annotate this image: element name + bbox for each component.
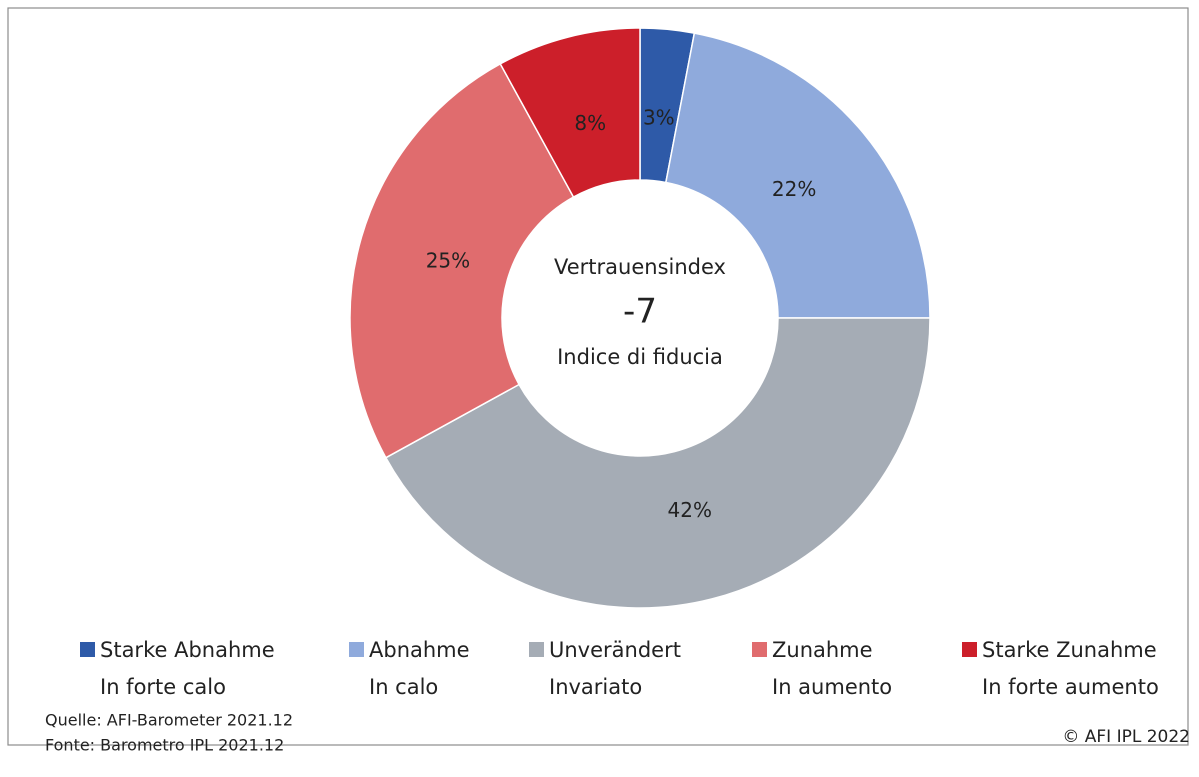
source-line: Quelle: AFI-Barometer 2021.12 bbox=[45, 711, 293, 730]
center-value: -7 bbox=[623, 292, 657, 332]
legend-swatch bbox=[349, 642, 364, 657]
source-line: Fonte: Barometro IPL 2021.12 bbox=[45, 736, 284, 755]
legend-label: In forte calo bbox=[100, 675, 226, 699]
center-title: Vertrauensindex bbox=[554, 255, 726, 279]
legend-label: Unverändert bbox=[549, 638, 681, 662]
donut-slice bbox=[664, 32, 931, 319]
legend-label: In calo bbox=[369, 675, 438, 699]
legend-label: Zunahme bbox=[772, 638, 873, 662]
legend-swatch bbox=[752, 642, 767, 657]
legend-label: Abnahme bbox=[369, 638, 470, 662]
legend-label: Invariato bbox=[549, 675, 642, 699]
legend-label: Starke Abnahme bbox=[100, 638, 275, 662]
center-subtitle: Indice di fiducia bbox=[557, 345, 723, 369]
donut-slice bbox=[384, 317, 931, 609]
legend-label: In forte aumento bbox=[982, 675, 1159, 699]
data-label: 3% bbox=[643, 105, 675, 129]
legend-swatch bbox=[80, 642, 95, 657]
legend-label: In aumento bbox=[772, 675, 892, 699]
data-label: 25% bbox=[426, 249, 470, 273]
donut-slice bbox=[499, 27, 641, 199]
data-label: 22% bbox=[772, 177, 816, 201]
legend-swatch bbox=[529, 642, 544, 657]
copyright: © AFI IPL 2022 bbox=[1062, 727, 1190, 747]
donut-slice bbox=[349, 62, 575, 459]
legend-label: Starke Zunahme bbox=[982, 638, 1157, 662]
legend-swatch bbox=[962, 642, 977, 657]
data-label: 42% bbox=[668, 498, 712, 522]
data-label: 8% bbox=[574, 111, 606, 135]
